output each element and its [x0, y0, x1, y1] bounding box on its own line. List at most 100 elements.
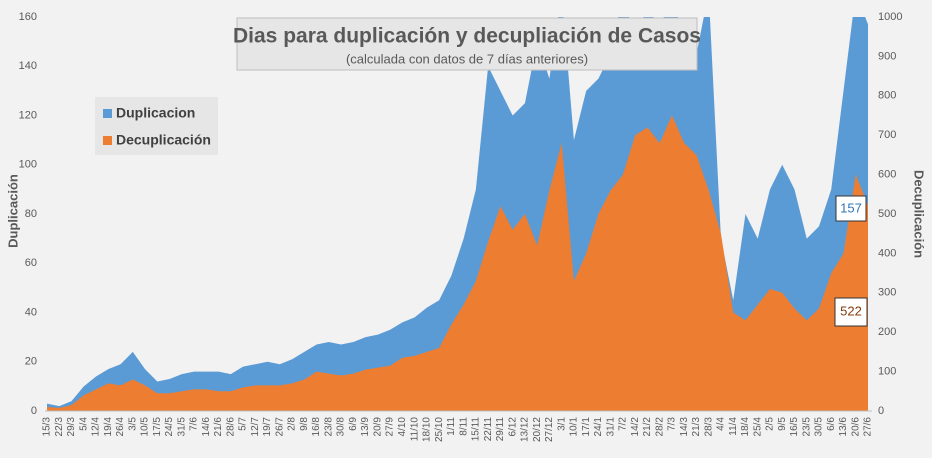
x-tick-label: 28/3: [703, 417, 714, 437]
x-tick-label: 20/6: [850, 417, 861, 437]
y-tick-label: 60: [25, 257, 37, 269]
x-tick-label: 29/11: [495, 417, 506, 442]
x-tick-label: 26/7: [274, 417, 285, 437]
x-tick-label: 10/5: [140, 417, 151, 437]
y-axis-label: Duplicación: [5, 174, 20, 248]
plot-area: [47, 17, 868, 411]
x-tick-label: 26/4: [115, 417, 126, 437]
value-callout: [834, 297, 868, 327]
y2-tick-label: 800: [878, 90, 896, 102]
x-tick-label: 27/12: [544, 417, 555, 442]
x-tick-label: 31/5: [176, 417, 187, 437]
x-tick-label: 5/4: [78, 417, 89, 431]
y-tick-label: 40: [25, 306, 37, 318]
x-tick-label: 8/11: [458, 417, 469, 436]
y2-tick-label: 300: [878, 287, 896, 299]
x-tick-label: 20/9: [372, 417, 383, 437]
x-tick-label: 28/6: [225, 417, 236, 437]
y-tick-label: 20: [25, 356, 37, 368]
x-tick-label: 12/7: [250, 417, 261, 437]
value-label: 157: [840, 200, 862, 215]
y-tick-label: 140: [19, 60, 37, 72]
y-tick-label: 0: [31, 405, 37, 417]
y2-tick-label: 700: [878, 129, 896, 141]
x-tick-label: 30/5: [814, 417, 825, 437]
x-tick-label: 25/10: [434, 417, 445, 442]
x-tick-label: 21/2: [642, 417, 653, 437]
legend-label: Decuplicación: [116, 132, 211, 148]
y-tick-label: 120: [19, 109, 37, 121]
x-tick-label: 15/11: [471, 417, 482, 442]
x-tick-label: 20/12: [532, 417, 543, 442]
x-tick-label: 13/12: [520, 417, 531, 442]
y-tick-label: 100: [19, 159, 37, 171]
x-tick-label: 25/4: [752, 417, 763, 437]
x-tick-label: 19/7: [262, 417, 273, 437]
y-tick-label: 160: [19, 11, 37, 23]
x-tick-label: 17/5: [152, 417, 163, 437]
x-tick-label: 12/4: [91, 417, 102, 437]
x-tick-label: 27/6: [863, 417, 874, 437]
x-tick-label: 27/9: [385, 417, 396, 437]
x-tick-label: 10/1: [569, 417, 580, 437]
legend-swatch: [103, 136, 112, 145]
y-tick-label: 80: [25, 208, 37, 220]
x-tick-label: 30/8: [336, 417, 347, 437]
x-tick-label: 13/6: [838, 417, 849, 437]
x-tick-label: 22/3: [54, 417, 65, 437]
chart-title: Dias para duplicación y decupliación de …: [233, 25, 701, 48]
x-tick-label: 9/5: [777, 417, 788, 431]
x-tick-label: 22/11: [483, 417, 494, 442]
x-tick-label: 19/4: [103, 417, 114, 437]
x-tick-label: 5/7: [238, 417, 249, 431]
x-tick-label: 23/5: [801, 417, 812, 437]
y2-tick-label: 100: [878, 366, 896, 378]
x-tick-label: 21/6: [213, 417, 224, 437]
x-tick-label: 7/2: [618, 417, 629, 431]
x-tick-label: 4/10: [397, 417, 408, 437]
x-tick-label: 29/3: [66, 417, 77, 437]
x-tick-label: 16/5: [789, 417, 800, 437]
y2-tick-label: 400: [878, 247, 896, 259]
title-box: [236, 17, 698, 71]
x-tick-label: 6/6: [826, 417, 837, 431]
x-tick-label: 3/1: [556, 417, 567, 431]
chart-subtitle: (calculada con datos de 7 días anteriore…: [346, 51, 588, 66]
x-tick-label: 1/11: [446, 417, 457, 436]
x-tick-label: 28/2: [654, 417, 665, 437]
y2-tick-label: 1000: [878, 11, 902, 23]
y2-axis-label: Decuplicación: [912, 170, 927, 258]
x-tick-label: 24/5: [164, 417, 175, 437]
area-series: [47, 115, 868, 411]
x-tick-label: 23/8: [323, 417, 334, 437]
x-tick-label: 11/10: [409, 417, 420, 442]
y2-tick-label: 600: [878, 169, 896, 181]
x-tick-label: 3/5: [127, 417, 138, 431]
x-tick-label: 14/6: [201, 417, 212, 437]
x-tick-label: 18/10: [422, 417, 433, 442]
x-tick-label: 7/6: [189, 417, 200, 431]
x-tick-label: 2/5: [765, 417, 776, 431]
value-callout: [835, 195, 867, 222]
x-tick-label: 21/3: [691, 417, 702, 437]
x-tick-label: 15/3: [42, 417, 53, 437]
y2-tick-label: 200: [878, 326, 896, 338]
legend-swatch: [103, 109, 112, 118]
x-tick-label: 24/1: [593, 417, 604, 437]
x-tick-label: 13/9: [360, 417, 371, 437]
y2-tick-label: 900: [878, 50, 896, 62]
x-tick-label: 16/8: [311, 417, 322, 437]
x-tick-label: 6/12: [507, 417, 518, 437]
x-tick-label: 4/4: [716, 417, 727, 431]
x-tick-label: 14/2: [630, 417, 641, 437]
x-tick-label: 2/8: [287, 417, 298, 431]
value-label: 522: [840, 303, 862, 318]
x-tick-label: 11/4: [728, 417, 739, 436]
y2-tick-label: 500: [878, 208, 896, 220]
x-tick-label: 31/1: [605, 417, 616, 437]
x-tick-label: 9/8: [299, 417, 310, 431]
legend-entries: Duplicacion Decuplicación: [103, 105, 211, 148]
y2-tick-label: 0: [878, 405, 884, 417]
x-tick-label: 14/3: [679, 417, 690, 437]
